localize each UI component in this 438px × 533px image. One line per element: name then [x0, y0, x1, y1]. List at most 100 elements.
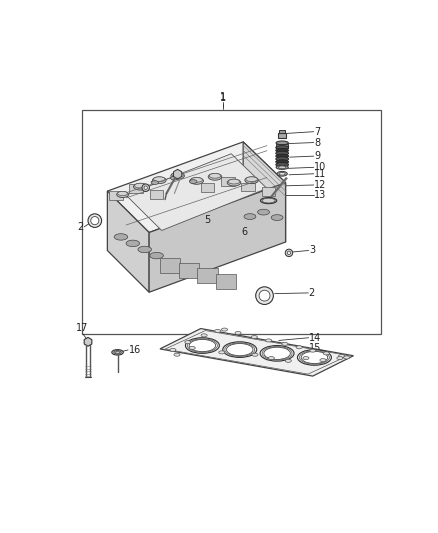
Ellipse shape — [276, 154, 289, 158]
Ellipse shape — [151, 181, 159, 184]
Circle shape — [259, 290, 270, 301]
Circle shape — [144, 186, 148, 189]
Bar — [262, 188, 276, 196]
Ellipse shape — [323, 352, 329, 355]
Ellipse shape — [297, 350, 332, 365]
Ellipse shape — [227, 179, 241, 186]
Polygon shape — [173, 169, 182, 179]
Text: 6: 6 — [241, 227, 247, 237]
Ellipse shape — [339, 354, 345, 358]
Bar — [276, 143, 288, 148]
Ellipse shape — [271, 215, 283, 221]
Bar — [150, 190, 163, 199]
Polygon shape — [149, 183, 286, 292]
Ellipse shape — [126, 240, 140, 247]
Ellipse shape — [190, 180, 197, 183]
Ellipse shape — [112, 350, 124, 355]
Ellipse shape — [276, 151, 289, 155]
Ellipse shape — [185, 341, 191, 344]
Bar — [241, 183, 255, 191]
Circle shape — [91, 216, 99, 225]
Ellipse shape — [262, 198, 275, 203]
Ellipse shape — [268, 357, 274, 360]
Ellipse shape — [279, 172, 285, 175]
Circle shape — [256, 287, 273, 304]
Text: 13: 13 — [314, 190, 327, 200]
Bar — [109, 191, 123, 199]
Bar — [130, 184, 143, 193]
Text: 7: 7 — [314, 127, 321, 136]
Circle shape — [287, 251, 291, 255]
Ellipse shape — [300, 351, 329, 364]
Ellipse shape — [117, 191, 128, 196]
Text: 2: 2 — [309, 288, 315, 298]
Ellipse shape — [170, 349, 176, 351]
Ellipse shape — [296, 346, 302, 349]
Ellipse shape — [310, 349, 316, 352]
Text: 5: 5 — [204, 215, 210, 225]
Ellipse shape — [276, 160, 289, 164]
Polygon shape — [107, 142, 286, 232]
Ellipse shape — [134, 183, 147, 190]
Bar — [216, 273, 237, 288]
Text: 11: 11 — [314, 169, 327, 179]
Text: 1: 1 — [220, 93, 226, 103]
Text: 1: 1 — [220, 92, 226, 102]
Polygon shape — [243, 142, 286, 242]
Ellipse shape — [223, 342, 257, 358]
Text: 14: 14 — [309, 333, 321, 343]
Ellipse shape — [245, 177, 258, 184]
Ellipse shape — [222, 328, 227, 331]
Ellipse shape — [189, 340, 215, 352]
Ellipse shape — [187, 339, 217, 352]
Circle shape — [88, 214, 102, 228]
Polygon shape — [107, 191, 149, 292]
Ellipse shape — [276, 148, 289, 152]
Bar — [278, 133, 286, 138]
Ellipse shape — [209, 173, 221, 178]
Ellipse shape — [219, 351, 225, 354]
Text: 10: 10 — [314, 163, 327, 172]
Polygon shape — [84, 337, 92, 346]
Ellipse shape — [344, 356, 350, 359]
Ellipse shape — [190, 177, 203, 184]
Circle shape — [142, 184, 149, 191]
Text: 12: 12 — [314, 180, 327, 190]
Ellipse shape — [246, 177, 258, 182]
Ellipse shape — [152, 177, 166, 184]
Polygon shape — [126, 154, 267, 230]
Ellipse shape — [277, 172, 287, 176]
Ellipse shape — [282, 342, 288, 345]
Ellipse shape — [276, 165, 288, 169]
Ellipse shape — [185, 338, 219, 353]
Ellipse shape — [276, 163, 289, 167]
Ellipse shape — [114, 351, 121, 354]
Text: 15: 15 — [309, 343, 322, 353]
Ellipse shape — [228, 179, 240, 184]
Ellipse shape — [150, 252, 163, 259]
Ellipse shape — [276, 157, 289, 161]
Polygon shape — [160, 328, 353, 376]
Ellipse shape — [235, 332, 241, 335]
Text: 8: 8 — [314, 138, 321, 148]
Ellipse shape — [260, 345, 294, 361]
Ellipse shape — [201, 334, 207, 337]
Ellipse shape — [320, 359, 326, 362]
Bar — [179, 263, 199, 278]
Ellipse shape — [114, 233, 128, 240]
Text: 4: 4 — [175, 173, 181, 182]
Ellipse shape — [265, 339, 272, 342]
Ellipse shape — [252, 353, 258, 356]
Ellipse shape — [225, 343, 254, 357]
Ellipse shape — [191, 177, 202, 182]
Ellipse shape — [116, 351, 120, 353]
Circle shape — [285, 249, 293, 256]
Ellipse shape — [226, 343, 253, 356]
Text: 9: 9 — [314, 151, 321, 161]
Ellipse shape — [251, 336, 258, 338]
Bar — [82, 110, 381, 334]
Ellipse shape — [261, 198, 277, 204]
Text: 2: 2 — [78, 222, 84, 232]
Ellipse shape — [117, 191, 129, 198]
Text: 3: 3 — [150, 181, 156, 191]
